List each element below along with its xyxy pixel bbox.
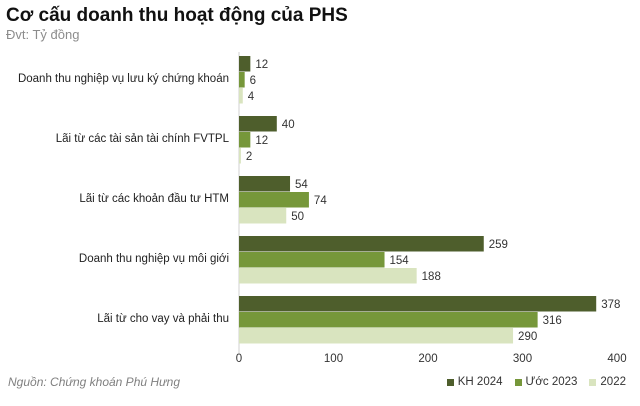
- legend: KH 2024 Ước 2023 2022: [446, 376, 626, 388]
- bar-uoc2023: [239, 72, 245, 88]
- legend-swatch-kh2024: [446, 378, 454, 386]
- x-tick-label: 0: [236, 353, 242, 365]
- data-label-y2022: 4: [248, 91, 255, 103]
- bar-y2022: [239, 88, 243, 104]
- chart-subtitle: Đvt: Tỷ đồng: [6, 27, 80, 42]
- legend-label-uoc2023: Ước 2023: [525, 376, 578, 388]
- bar-kh2024: [239, 176, 291, 192]
- source-note: Nguồn: Chứng khoán Phú Hưng: [8, 375, 180, 389]
- data-label-uoc2023: 74: [314, 195, 327, 207]
- x-tick-label: 100: [324, 353, 343, 365]
- bar-y2022: [239, 148, 241, 164]
- data-label-uoc2023: 316: [543, 315, 562, 327]
- bar-uoc2023: [239, 252, 385, 268]
- category-label: Lãi từ cho vay và phải thu: [97, 313, 229, 325]
- data-label-uoc2023: 154: [390, 255, 410, 267]
- bar-kh2024: [239, 56, 251, 72]
- x-tick-label: 400: [607, 353, 626, 365]
- category-label: Lãi từ các khoản đầu tư HTM: [79, 193, 229, 205]
- data-label-uoc2023: 6: [250, 75, 256, 87]
- data-label-y2022: 50: [291, 211, 304, 223]
- category-label: Doanh thu nghiệp vụ môi giới: [79, 253, 229, 265]
- data-label-y2022: 290: [518, 331, 537, 343]
- bar-y2022: [239, 328, 514, 344]
- data-label-kh2024: 259: [489, 239, 508, 251]
- legend-item-2022: 2022: [589, 376, 626, 388]
- bar-uoc2023: [239, 312, 538, 328]
- bar-kh2024: [239, 116, 277, 132]
- bar-uoc2023: [239, 192, 309, 208]
- x-tick-label: 200: [418, 353, 437, 365]
- data-label-kh2024: 54: [295, 179, 308, 191]
- chart-title: Cơ cấu doanh thu hoạt động của PHS: [6, 5, 348, 26]
- data-label-kh2024: 40: [282, 119, 295, 131]
- data-label-kh2024: 378: [601, 299, 620, 311]
- data-label-kh2024: 12: [255, 59, 268, 71]
- legend-label-2022: 2022: [600, 376, 626, 388]
- legend-item-uoc2023: Ước 2023: [514, 376, 578, 388]
- data-label-y2022: 2: [246, 151, 252, 163]
- category-label: Lãi từ các tài sản tài chính FVTPL: [56, 133, 230, 145]
- legend-swatch-uoc2023: [514, 378, 522, 386]
- category-label: Doanh thu nghiệp vụ lưu ký chứng khoán: [18, 73, 229, 85]
- bar-kh2024: [239, 236, 484, 252]
- legend-label-kh2024: KH 2024: [457, 376, 503, 388]
- bar-uoc2023: [239, 132, 251, 148]
- bar-kh2024: [239, 296, 597, 312]
- legend-swatch-2022: [589, 378, 597, 386]
- data-label-y2022: 188: [422, 271, 441, 283]
- bar-y2022: [239, 208, 287, 224]
- bar-y2022: [239, 268, 417, 284]
- x-tick-label: 300: [513, 353, 532, 365]
- data-label-uoc2023: 12: [255, 135, 268, 147]
- legend-item-kh2024: KH 2024: [446, 376, 503, 388]
